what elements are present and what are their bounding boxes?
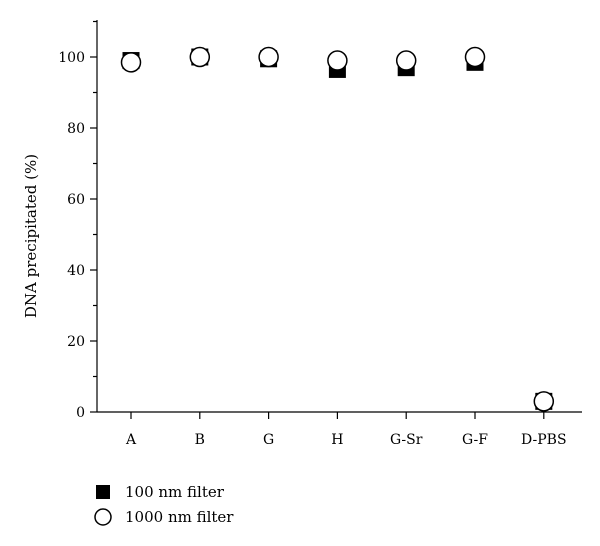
axes: [96, 20, 582, 413]
legend-label: 1000 nm filter: [125, 508, 234, 526]
legend-label: 100 nm filter: [125, 483, 225, 501]
data-marks: [120, 46, 555, 412]
y-tick-label: 40: [67, 263, 85, 279]
x-tick-label: G: [263, 432, 274, 448]
y-tick-label: 0: [76, 405, 85, 421]
x-tick-label: H: [331, 432, 343, 448]
point-1000nm-B: [189, 46, 211, 68]
x-tick-label: G-F: [462, 432, 488, 448]
legend: 100 nm filter 1000 nm filter: [94, 483, 234, 526]
legend-marker-square: [96, 485, 110, 499]
y-ticks: 0 20 40 60 80 100: [58, 20, 97, 421]
x-tick-label: D-PBS: [521, 432, 567, 448]
x-ticks: A B G H G-Sr G-F D-PBS: [125, 412, 567, 448]
point-1000nm-D-PBS: [533, 391, 555, 412]
legend-marker-circle: [94, 508, 112, 526]
x-tick-label: B: [195, 432, 205, 448]
y-axis-title: DNA precipitated (%): [22, 154, 40, 318]
point-1000nm-G-Sr: [395, 50, 417, 71]
point-1000nm-H: [327, 50, 348, 71]
y-tick-label: 60: [67, 192, 85, 208]
y-tick-label: 100: [58, 50, 85, 66]
y-tick-label: 80: [67, 121, 85, 137]
y-tick-label: 20: [67, 334, 85, 350]
point-1000nm-G: [258, 46, 279, 68]
x-tick-label: G-Sr: [390, 432, 423, 448]
point-1000nm-G-F: [464, 46, 486, 68]
point-1000nm-A: [120, 52, 142, 73]
x-tick-label: A: [125, 432, 137, 448]
